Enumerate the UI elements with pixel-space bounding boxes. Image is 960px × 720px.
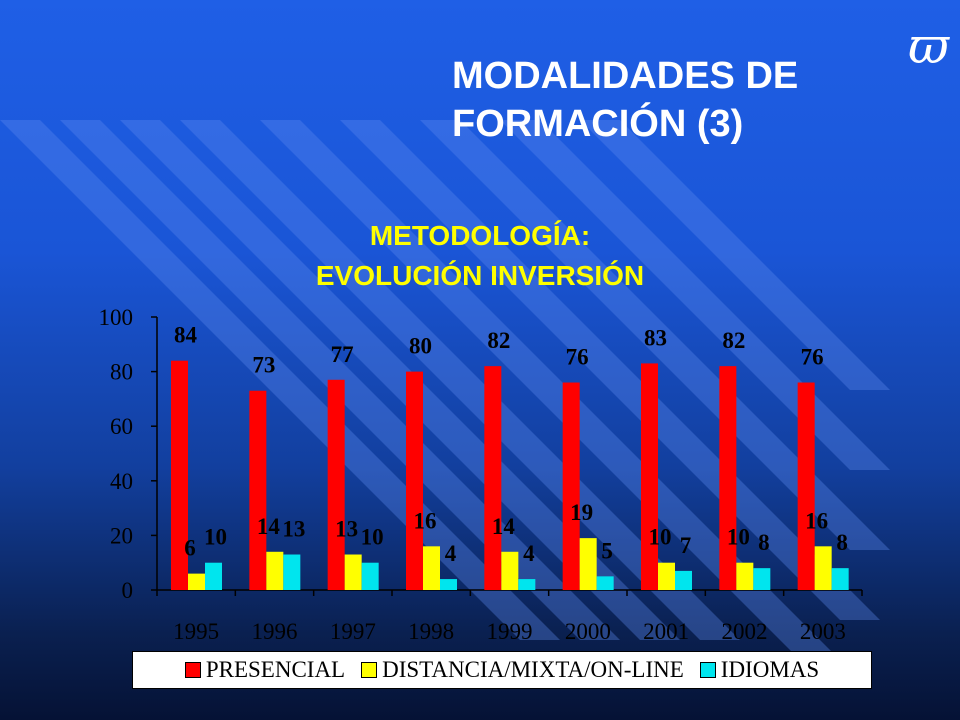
bar-0-1999: [484, 366, 502, 590]
bar-0-2002: [719, 366, 737, 590]
chart-legend: PRESENCIAL DISTANCIA/MIXTA/ON-LINE IDIOM…: [132, 651, 872, 689]
logo-mark: ϖ: [908, 17, 949, 75]
data-label: 14: [492, 514, 516, 539]
y-tick-label: 0: [122, 578, 134, 603]
bar-2-1996: [283, 554, 301, 590]
y-tick-label: 20: [110, 523, 133, 548]
chart-title-line-1: METODOLOGÍA:: [369, 220, 591, 251]
bar-1-1999: [501, 551, 519, 590]
bar-0-2003: [797, 382, 815, 590]
bar-0-2001: [641, 363, 658, 590]
bar-1-1995: [188, 573, 205, 590]
x-tick-label: 1997: [330, 619, 376, 644]
data-label: 8: [836, 530, 848, 555]
data-label: 10: [361, 525, 384, 550]
data-label: 4: [523, 541, 535, 566]
data-label: 77: [331, 342, 354, 367]
bar-1-1996: [266, 551, 284, 590]
data-label: 19: [570, 500, 593, 525]
bar-0-2000: [562, 382, 580, 590]
legend-item-distancia: DISTANCIA/MIXTA/ON-LINE: [361, 657, 684, 683]
legend-item-idiomas: IDIOMAS: [699, 657, 820, 683]
data-label: 13: [282, 517, 305, 542]
y-tick-label: 80: [110, 360, 133, 385]
x-tick-label: 1998: [408, 619, 454, 644]
bar-2-1998: [440, 579, 457, 590]
x-tick-label: 1996: [252, 619, 298, 644]
chart-title: METODOLOGÍA: EVOLUCIÓN INVERSIÓN: [180, 216, 780, 296]
data-label: 4: [445, 541, 457, 566]
legend-swatch-yellow: [361, 662, 378, 678]
data-label: 84: [174, 323, 198, 348]
x-tick-label: 2002: [722, 619, 768, 644]
y-tick-label: 60: [110, 414, 133, 439]
data-label: 82: [487, 328, 510, 353]
bar-0-1997: [327, 379, 345, 590]
bar-2-2001: [675, 570, 692, 590]
data-label: 16: [414, 508, 437, 533]
legend-label-distancia: DISTANCIA/MIXTA/ON-LINE: [382, 657, 684, 682]
y-tick-label: 100: [99, 305, 134, 330]
bar-1-2002: [736, 562, 754, 590]
data-label: 10: [649, 525, 672, 550]
data-label: 8: [758, 530, 770, 555]
x-tick-label: 2003: [800, 619, 846, 644]
chart-title-line-2: EVOLUCIÓN INVERSIÓN: [315, 260, 645, 291]
y-tick-label: 40: [110, 469, 133, 494]
data-label: 83: [644, 325, 667, 350]
data-label: 5: [601, 538, 613, 563]
bar-2-2003: [831, 568, 849, 590]
bar-2-2000: [596, 576, 614, 590]
legend-swatch-red: [184, 662, 201, 678]
bar-2-2002: [753, 568, 771, 590]
data-label: 73: [252, 353, 275, 378]
bar-0-1995: [171, 360, 188, 590]
bar-1-2001: [658, 562, 675, 590]
bar-1-2003: [814, 546, 832, 590]
data-label: 76: [801, 345, 824, 370]
bar-1-1997: [344, 554, 362, 590]
legend-item-presencial: PRESENCIAL: [184, 657, 346, 683]
bar-2-1995: [205, 562, 222, 590]
legend-label-idiomas: IDIOMAS: [720, 657, 820, 682]
bar-1-1998: [423, 546, 440, 590]
slide-title: MODALIDADES DE FORMACIÓN (3): [452, 52, 912, 148]
x-tick-label: 2000: [565, 619, 611, 644]
data-label: 82: [722, 328, 745, 353]
data-label: 13: [335, 517, 358, 542]
data-label: 10: [204, 525, 227, 550]
data-label: 14: [257, 514, 281, 539]
data-label: 76: [566, 345, 589, 370]
data-label: 7: [680, 533, 692, 558]
data-label: 80: [409, 334, 432, 359]
legend-swatch-cyan: [699, 662, 716, 678]
bar-2-1997: [361, 562, 379, 590]
x-tick-label: 1995: [173, 619, 219, 644]
slide-title-line-2: FORMACIÓN (3): [452, 103, 744, 145]
bar-0-1998: [406, 371, 423, 590]
slide-title-line-1: MODALIDADES DE: [452, 55, 799, 97]
data-label: 16: [805, 508, 828, 533]
legend-label-presencial: PRESENCIAL: [205, 657, 346, 682]
data-label: 10: [727, 525, 750, 550]
bar-1-2000: [579, 538, 597, 590]
data-label: 6: [184, 536, 196, 561]
bar-2-1999: [518, 579, 536, 590]
x-tick-label: 2001: [643, 619, 689, 644]
bar-0-1996: [249, 390, 267, 590]
x-tick-label: 1999: [487, 619, 533, 644]
